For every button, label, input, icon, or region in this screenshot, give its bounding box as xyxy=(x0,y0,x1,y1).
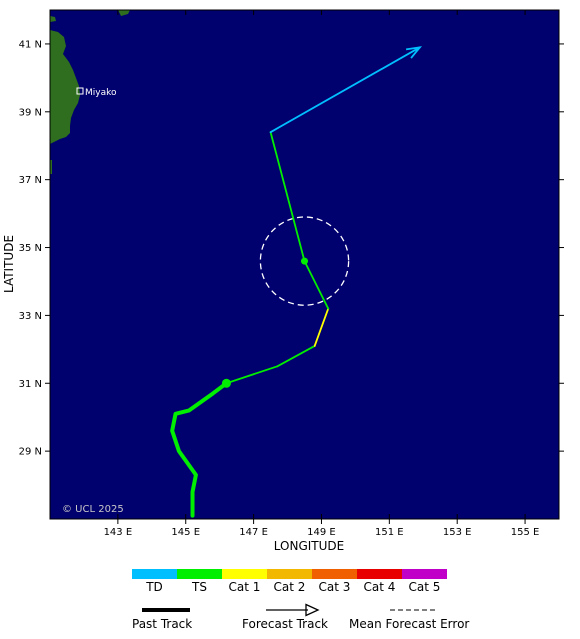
forecast-track-segment xyxy=(269,131,306,263)
past-track-line xyxy=(170,381,229,518)
category-label: Cat 3 xyxy=(319,580,351,594)
lon-tick-label: 145 E xyxy=(171,527,200,538)
current-position-marker xyxy=(221,378,231,388)
legend: TD TS Cat 1 Cat 2 Cat 3 Cat 4 Cat 5 Past Track… xyxy=(132,569,469,631)
plot-area xyxy=(50,10,559,519)
city-label-miyako: Miyako xyxy=(85,88,117,98)
hokkaido-landmass xyxy=(118,10,130,16)
forecast-track-segment xyxy=(313,307,330,347)
lon-tick-label: 147 E xyxy=(239,527,268,538)
mean-error-label: Mean Forecast Error xyxy=(349,617,469,631)
category-swatch xyxy=(177,569,222,579)
lon-tick-label: 151 E xyxy=(375,527,404,538)
lat-tick-label: 41 N xyxy=(19,39,42,50)
lat-tick-label: 33 N xyxy=(19,311,42,322)
lat-tick-label: 35 N xyxy=(19,243,42,254)
lat-tick-label: 39 N xyxy=(19,107,42,118)
category-swatch xyxy=(222,569,267,579)
forecast-arrow-head-icon xyxy=(305,603,320,617)
islet xyxy=(50,16,56,22)
mean-forecast-error-circle xyxy=(259,216,350,306)
forecast-track-segment xyxy=(225,365,279,385)
category-swatch xyxy=(312,569,357,579)
forecast-track-segment xyxy=(303,260,330,310)
lon-tick-label: 149 E xyxy=(307,527,336,538)
category-swatch xyxy=(132,569,177,579)
category-swatch xyxy=(267,569,312,579)
category-label: Cat 4 xyxy=(364,580,396,594)
city-marker-miyako xyxy=(76,87,84,95)
lat-tick-label: 29 N xyxy=(19,447,42,458)
category-label: TD xyxy=(145,580,163,594)
forecast-point-marker xyxy=(301,257,308,265)
category-swatch xyxy=(402,569,447,579)
copyright-text: © UCL 2025 xyxy=(62,504,124,515)
forecast-track-segment xyxy=(276,345,316,368)
forecast-track-label: Forecast Track xyxy=(242,617,328,631)
lon-tick-label: 155 E xyxy=(511,527,540,538)
lon-tick-label: 143 E xyxy=(104,527,133,538)
category-label: Cat 2 xyxy=(274,580,306,594)
past-track-label: Past Track xyxy=(132,617,192,631)
category-labels: TD TS Cat 1 Cat 2 Cat 3 Cat 4 Cat 5 xyxy=(145,580,440,594)
axis-ticks: 143 E 145 E 147 E 149 E 151 E 153 E 155 E 41 N 3… xyxy=(19,10,564,538)
plot-frame xyxy=(49,9,560,520)
category-color-scale xyxy=(132,569,447,579)
y-axis-title: LATITUDE xyxy=(2,235,16,293)
track-layer xyxy=(170,46,423,518)
lon-tick-label: 153 E xyxy=(443,527,472,538)
category-label: TS xyxy=(191,580,207,594)
category-label: Cat 5 xyxy=(409,580,441,594)
forecast-track-segment xyxy=(269,46,421,134)
lat-tick-label: 37 N xyxy=(19,175,42,186)
japan-landmass xyxy=(50,30,80,144)
category-swatch xyxy=(357,569,402,579)
x-axis-title: LONGITUDE xyxy=(274,539,344,553)
lat-tick-label: 31 N xyxy=(19,379,42,390)
category-label: Cat 1 xyxy=(229,580,261,594)
forecast-arrow-head-icon xyxy=(405,46,423,59)
